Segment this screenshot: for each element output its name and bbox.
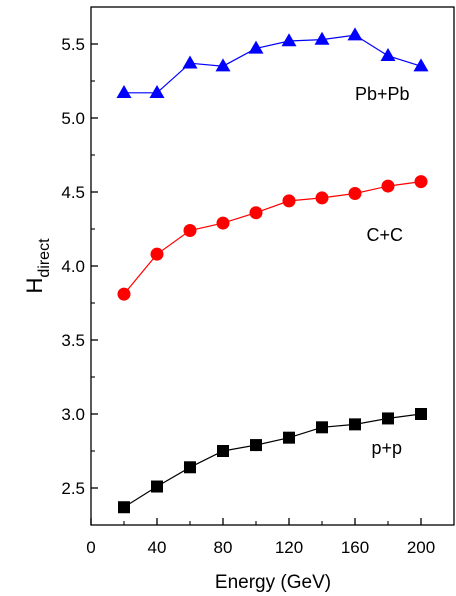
data-point-triangle: [248, 40, 264, 54]
data-point-circle: [348, 186, 362, 200]
series-line-pb-pb: [124, 34, 422, 94]
series-layer: [116, 27, 429, 514]
y-axis-title: Hdirect: [22, 238, 53, 294]
y-tick-label: 2.5: [61, 479, 85, 498]
data-point-circle: [249, 206, 263, 220]
data-point-square: [415, 408, 427, 420]
x-tick-label: 80: [214, 538, 233, 557]
ticks-layer: [90, 43, 422, 525]
data-point-square: [382, 412, 394, 425]
y-tick-label: 5.5: [61, 35, 85, 54]
data-point-circle: [315, 191, 329, 205]
data-point-square: [217, 445, 229, 457]
x-tick-label: 160: [341, 538, 369, 557]
data-point-circle: [150, 247, 164, 261]
data-point-circle: [183, 223, 197, 237]
series-label-pb-pb: Pb+Pb: [355, 84, 410, 104]
x-tick-label: 200: [407, 538, 435, 557]
data-point-triangle: [314, 31, 330, 45]
y-axis-title-main: H: [22, 278, 47, 294]
y-tick-label: 5.0: [61, 109, 85, 128]
series-p-p: [118, 408, 427, 514]
data-point-square: [316, 421, 328, 434]
data-point-circle: [117, 287, 131, 301]
data-point-square: [283, 431, 295, 444]
data-point-square: [184, 461, 196, 474]
data-point-square: [349, 418, 361, 431]
data-point-triangle: [116, 85, 132, 99]
data-point-triangle: [347, 27, 363, 41]
data-point-triangle: [380, 48, 396, 62]
series-label-c-c: C+C: [367, 225, 404, 245]
labels-layer: 0 40 80 120 160 200 2.5 3.0 3.5 4.0 4.5 5.0 5.5 Pb+Pb…: [61, 35, 435, 557]
y-tick-label: 4.0: [61, 257, 85, 276]
data-point-triangle: [281, 33, 297, 47]
data-point-circle: [216, 216, 230, 230]
data-point-triangle: [182, 55, 198, 69]
x-tick-label: 120: [275, 538, 303, 557]
x-tick-label: 0: [86, 538, 95, 557]
data-point-triangle: [413, 58, 429, 72]
series-line-p-p: [123, 413, 422, 508]
series-c-c: [117, 175, 428, 301]
data-point-triangle: [215, 58, 231, 72]
y-axis-title-subscript: direct: [36, 238, 53, 278]
series-pb-pb: [116, 27, 429, 99]
data-point-circle: [414, 175, 428, 189]
data-point-circle: [381, 179, 395, 193]
y-tick-label: 3.0: [61, 405, 85, 424]
data-point-square: [151, 480, 163, 493]
data-point-square: [250, 439, 262, 452]
data-point-square: [118, 501, 130, 514]
series-line-c-c: [123, 181, 422, 295]
y-tick-label: 4.5: [61, 183, 85, 202]
data-point-triangle: [149, 85, 165, 99]
y-tick-label: 3.5: [61, 331, 85, 350]
x-axis-title: Energy (GeV): [215, 572, 331, 593]
x-tick-label: 40: [148, 538, 167, 557]
data-point-circle: [282, 194, 296, 208]
series-label-p-p: p+p: [372, 438, 403, 458]
